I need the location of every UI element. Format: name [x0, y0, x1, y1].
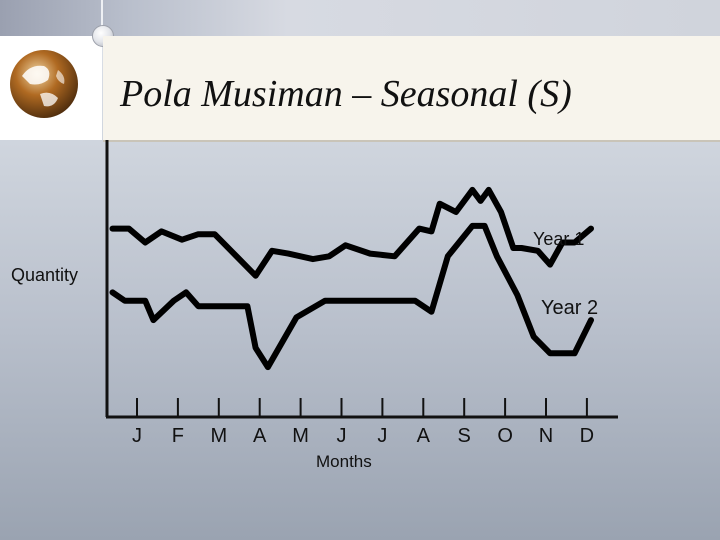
series-line-year-2	[109, 222, 594, 371]
x-tick-label: S	[457, 425, 471, 447]
globe-icon	[10, 50, 78, 118]
series-lines	[109, 186, 594, 371]
series-line-year-1	[109, 186, 594, 279]
x-tick-label: A	[253, 425, 267, 447]
x-tick-label: J	[132, 425, 142, 447]
series-label-year-1: Year 1	[533, 229, 585, 249]
title-band	[103, 36, 720, 142]
top-decor-strip	[0, 0, 720, 36]
chart-axes	[105, 140, 618, 419]
x-tick-label: A	[416, 425, 430, 447]
series-label-year-2: Year 2	[541, 297, 599, 319]
x-tick-label: D	[579, 425, 595, 447]
x-axis-label: Months	[316, 452, 372, 471]
globe-logo-box	[0, 36, 102, 140]
y-axis-label: Quantity	[11, 265, 79, 285]
x-tick-label: M	[210, 425, 228, 447]
x-axis-ticks	[136, 398, 588, 417]
x-tick-label: O	[497, 425, 513, 447]
x-tick-label: M	[292, 425, 309, 447]
slide-title: Pola Musiman – Seasonal (S)	[120, 73, 572, 115]
x-tick-label: F	[171, 425, 184, 447]
panel-separator	[101, 0, 103, 36]
x-tick-label: J	[336, 425, 347, 447]
x-tick-label: J	[377, 425, 388, 447]
x-tick-label: N	[538, 425, 554, 447]
